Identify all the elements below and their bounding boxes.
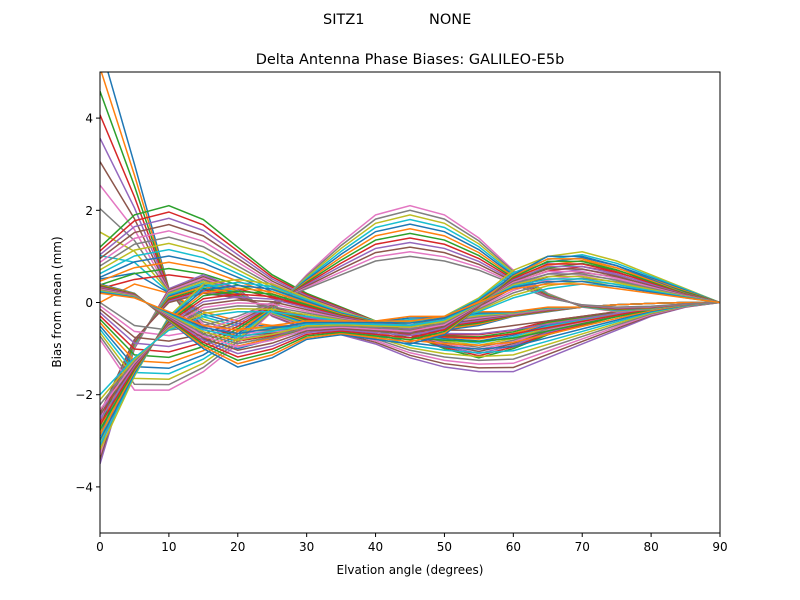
series-line-30 [100,282,720,442]
series-line-27 [100,277,720,455]
suptitle-radome: NONE [429,12,471,28]
x-tick-label: 50 [437,540,452,554]
y-axis-ticks: −4 −2 0 2 4 [75,112,100,494]
series-line-65 [100,265,720,355]
series-line-62 [100,258,720,365]
x-axis-ticks: 0 10 20 30 40 50 60 70 80 90 [96,533,728,554]
x-tick-label: 70 [575,540,590,554]
chart-title: Delta Antenna Phase Biases: GALILEO-E5b [256,52,565,68]
series-line-63 [100,260,720,362]
x-tick-label: 20 [230,540,245,554]
series-line-12 [100,283,720,327]
series-line-35 [100,290,720,419]
y-tick-label: 0 [85,296,93,310]
y-tick-label: 2 [85,204,93,218]
series-line-61 [100,255,720,368]
series-line-26 [100,275,720,460]
series-line-70 [100,278,720,338]
x-axis-label: Elvation angle (degrees) [337,563,484,577]
series-line-25 [100,274,720,465]
x-tick-label: 10 [161,540,176,554]
series-line-67 [100,270,720,348]
plot-frame [99,71,721,534]
x-tick-label: 30 [299,540,314,554]
y-tick-label: −2 [75,388,93,402]
y-tick-label: 4 [85,112,93,126]
x-tick-label: 90 [712,540,727,554]
series-line-29 [100,280,720,446]
y-tick-label: −4 [75,480,93,494]
series-line-69 [100,275,720,341]
suptitle-station: SITZ1 [323,12,365,28]
x-tick-label: 60 [506,540,521,554]
series-line-71 [100,280,720,335]
series-lines [100,72,720,465]
x-tick-label: 80 [643,540,658,554]
series-line-28 [100,279,720,451]
series-line-66 [100,268,720,352]
y-axis-label: Bias from mean (mm) [50,236,64,367]
series-line-72 [100,283,720,331]
series-line-68 [100,273,720,345]
series-line-64 [100,263,720,358]
x-tick-label: 0 [96,540,104,554]
x-tick-label: 40 [368,540,383,554]
